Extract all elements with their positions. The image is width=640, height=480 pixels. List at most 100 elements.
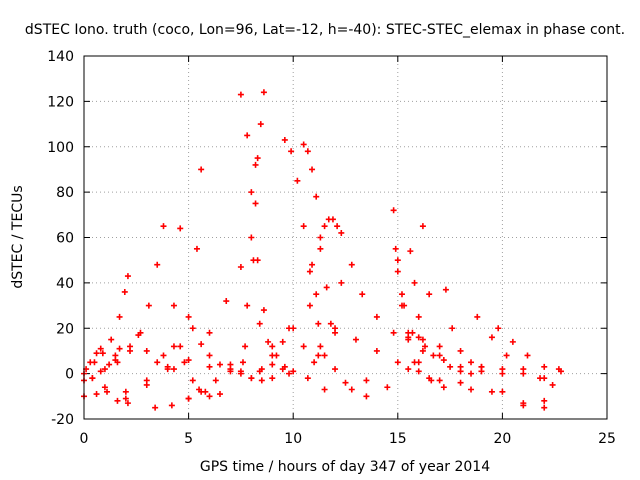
data-point bbox=[300, 141, 307, 148]
series-31 bbox=[407, 248, 428, 350]
data-point bbox=[154, 359, 161, 366]
data-point bbox=[122, 395, 129, 402]
series-22 bbox=[300, 141, 339, 336]
series-19 bbox=[286, 325, 318, 366]
series-28 bbox=[390, 207, 418, 366]
data-point bbox=[419, 223, 426, 230]
x-tick-label: 10 bbox=[284, 431, 302, 447]
data-point bbox=[317, 234, 324, 241]
x-tick-label: 0 bbox=[80, 431, 89, 447]
data-point bbox=[170, 343, 177, 350]
data-point bbox=[101, 384, 108, 391]
data-point bbox=[447, 363, 454, 370]
data-point bbox=[468, 386, 475, 393]
series-12 bbox=[170, 263, 244, 373]
data-point bbox=[426, 291, 433, 298]
data-point bbox=[265, 338, 272, 345]
y-tick-label: 40 bbox=[56, 276, 74, 292]
series-26 bbox=[332, 325, 422, 375]
data-point bbox=[327, 320, 334, 327]
data-point bbox=[124, 400, 131, 407]
axis-ticks: 0 5 10 15 20 25 -20 0 20 40 60 80 100 120 140 bbox=[47, 49, 616, 447]
data-point bbox=[499, 366, 506, 373]
data-points bbox=[81, 89, 564, 411]
data-point bbox=[281, 136, 288, 143]
data-point bbox=[185, 313, 192, 320]
data-point bbox=[306, 268, 313, 275]
data-point bbox=[93, 391, 100, 398]
data-point bbox=[143, 347, 150, 354]
data-point bbox=[392, 245, 399, 252]
data-point bbox=[269, 361, 276, 368]
series-23 bbox=[309, 216, 345, 298]
data-point bbox=[313, 193, 320, 200]
x-tick-label: 15 bbox=[389, 431, 407, 447]
data-point bbox=[154, 261, 161, 268]
series-39 bbox=[478, 363, 564, 382]
series-13 bbox=[237, 91, 286, 373]
x-tick-label: 20 bbox=[493, 431, 511, 447]
data-point bbox=[160, 352, 167, 359]
series-18 bbox=[256, 320, 297, 375]
data-point bbox=[227, 361, 234, 368]
series-10 bbox=[189, 325, 244, 375]
data-point bbox=[248, 234, 255, 241]
data-point bbox=[457, 379, 464, 386]
data-point bbox=[288, 148, 295, 155]
data-point bbox=[304, 148, 311, 155]
data-point bbox=[106, 361, 113, 368]
data-point bbox=[237, 370, 244, 377]
series-17 bbox=[206, 363, 276, 384]
series-9 bbox=[170, 343, 223, 400]
data-point bbox=[384, 384, 391, 391]
data-point bbox=[315, 352, 322, 359]
data-point bbox=[421, 343, 428, 350]
data-point bbox=[363, 377, 370, 384]
data-point bbox=[342, 379, 349, 386]
series-8 bbox=[152, 386, 203, 411]
data-point bbox=[198, 341, 205, 348]
data-point bbox=[415, 368, 422, 375]
y-tick-label: 80 bbox=[56, 185, 74, 201]
data-point bbox=[286, 370, 293, 377]
data-point bbox=[321, 352, 328, 359]
data-point bbox=[394, 268, 401, 275]
data-point bbox=[419, 336, 426, 343]
data-point bbox=[89, 375, 96, 382]
data-point bbox=[394, 359, 401, 366]
data-point bbox=[436, 343, 443, 350]
data-point bbox=[309, 261, 316, 268]
data-point bbox=[468, 359, 475, 366]
data-point bbox=[237, 263, 244, 270]
data-point bbox=[488, 334, 495, 341]
data-point bbox=[181, 359, 188, 366]
data-point bbox=[409, 329, 416, 336]
data-point bbox=[104, 388, 111, 395]
data-point bbox=[168, 402, 175, 409]
data-point bbox=[309, 166, 316, 173]
data-point bbox=[269, 343, 276, 350]
series-27 bbox=[348, 261, 426, 343]
data-point bbox=[541, 375, 548, 382]
data-point bbox=[373, 347, 380, 354]
data-point bbox=[300, 343, 307, 350]
data-point bbox=[256, 320, 263, 327]
data-point bbox=[313, 291, 320, 298]
data-point bbox=[352, 336, 359, 343]
data-point bbox=[436, 352, 443, 359]
series-11 bbox=[185, 343, 249, 402]
data-point bbox=[108, 336, 115, 343]
data-point bbox=[227, 368, 234, 375]
data-point bbox=[170, 366, 177, 373]
data-point bbox=[415, 313, 422, 320]
chart-title: dSTEC Iono. truth (coco, Lon=96, Lat=-12… bbox=[25, 22, 625, 38]
data-point bbox=[294, 177, 301, 184]
data-point bbox=[440, 357, 447, 364]
data-point bbox=[237, 91, 244, 98]
data-point bbox=[311, 359, 318, 366]
data-point bbox=[269, 352, 276, 359]
data-point bbox=[223, 298, 230, 305]
series-24 bbox=[306, 302, 370, 400]
data-point bbox=[426, 375, 433, 382]
